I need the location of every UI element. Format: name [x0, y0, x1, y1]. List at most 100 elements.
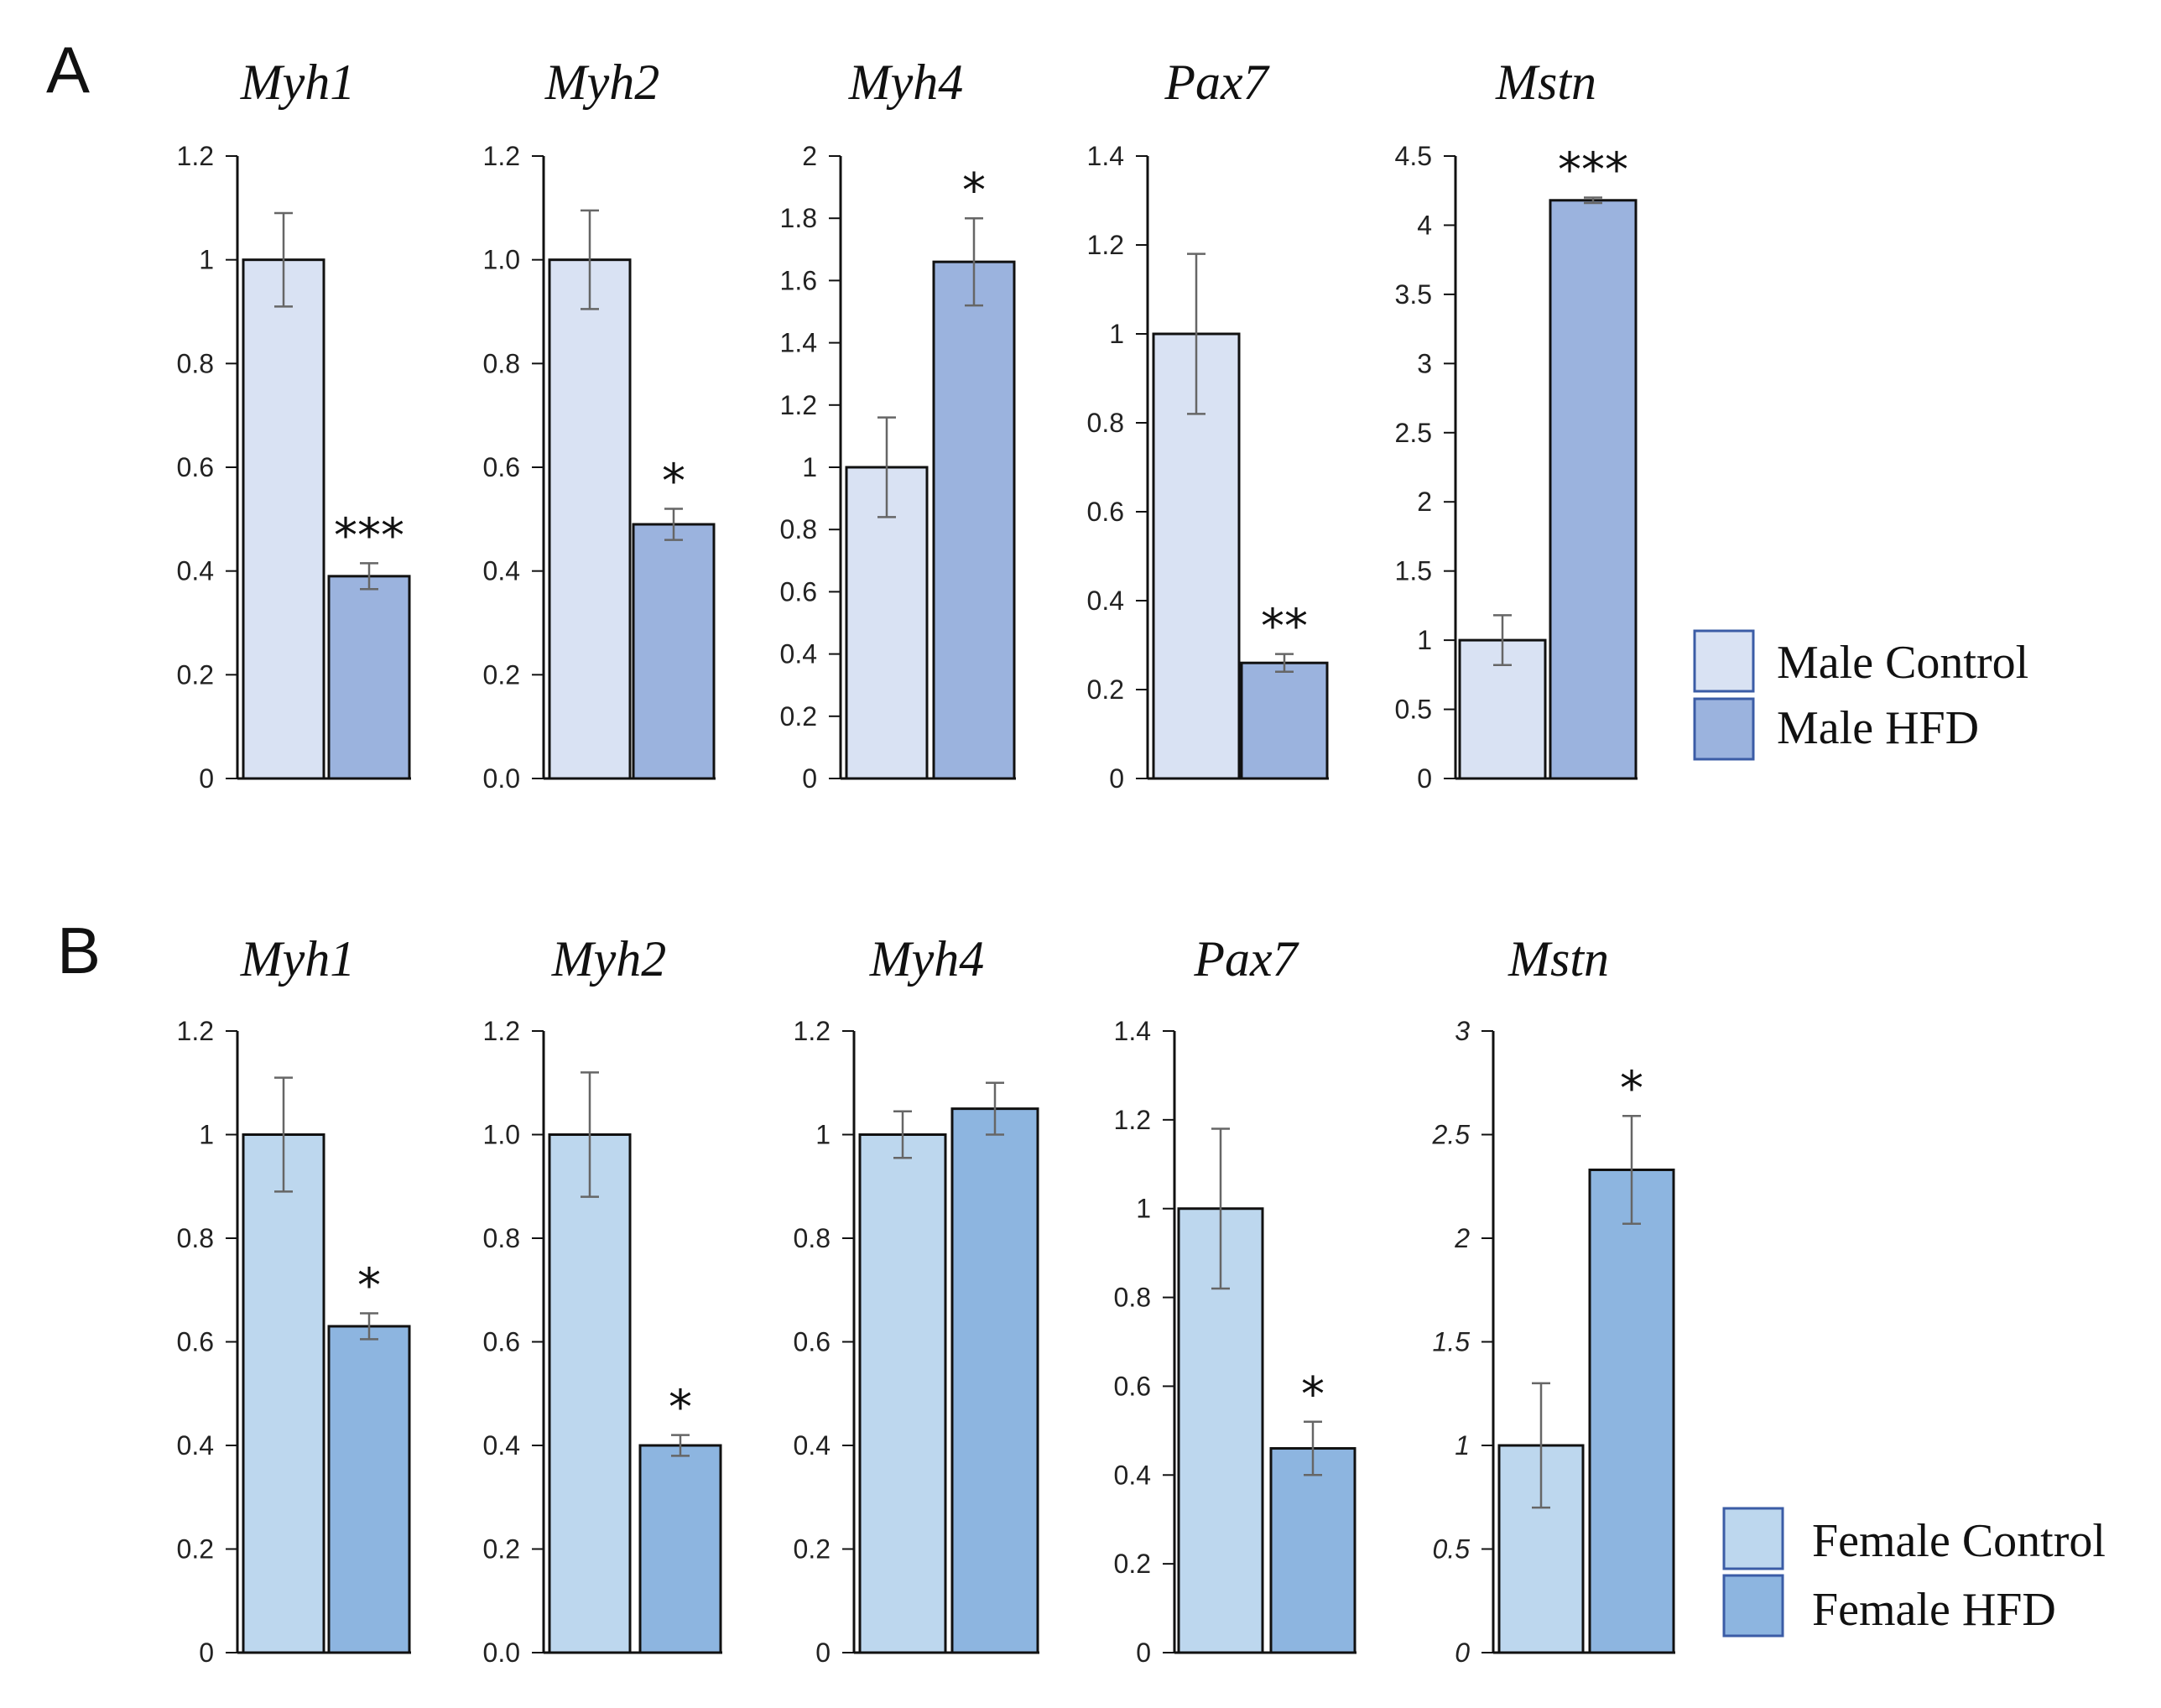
chart-title: Pax7	[1164, 55, 1270, 110]
legend-b: Female Control Female HFD	[1722, 1507, 2106, 1638]
significance-marker: *	[662, 454, 685, 508]
bar-control	[548, 258, 632, 780]
y-tick-label: 0.4	[483, 556, 520, 586]
chart-title: Myh4	[848, 55, 964, 110]
y-tick-label: 0.8	[483, 348, 520, 378]
y-tick-label: 0	[802, 763, 817, 794]
chart-a-myh1: Myh1 0 0.2 0.4 0.6 0.8 1 1.2 ***	[177, 55, 411, 794]
y-tick-label: 1.5	[1433, 1327, 1471, 1357]
legend-swatch-male-hfd	[1693, 697, 1755, 761]
chart-a-myh4: Myh4 0 0.2 0.4 0.6 0.8 1 1.2 1.4 1.6 1.8 2 *	[780, 55, 1016, 794]
y-tick-label: 1.2	[483, 1016, 520, 1046]
y-tick-label: 0.6	[177, 1327, 214, 1357]
y-tick-label: 2.5	[1395, 418, 1432, 448]
y-tick-label: 0.6	[1114, 1371, 1151, 1401]
legend-swatch-female-hfd	[1722, 1574, 1784, 1638]
y-tick-label: 1.2	[780, 390, 817, 420]
bar-hfd	[327, 1325, 411, 1654]
bar-hfd	[1549, 199, 1638, 780]
y-tick-label: 1.2	[1114, 1105, 1151, 1135]
significance-marker: ***	[1558, 143, 1628, 197]
y-tick-label: 0.2	[177, 659, 214, 690]
y-tick-label: 0.2	[483, 659, 520, 690]
y-tick-label: 3	[1417, 348, 1432, 378]
y-tick-label: 0.2	[1114, 1549, 1151, 1579]
charts-layer: Myh100.20.40.60.811.2***Myh20.00.20.40.6…	[177, 55, 1675, 1668]
chart-title: Mstn	[1495, 55, 1596, 110]
chart-title: Myh1	[240, 931, 356, 987]
y-tick-label: 1	[1109, 319, 1124, 349]
significance-marker: *	[669, 1381, 692, 1435]
y-tick-label: 0.4	[177, 556, 214, 586]
y-tick-label: 0	[199, 1638, 214, 1668]
panel-letter-b: B	[57, 914, 101, 987]
y-tick-label: 0.4	[780, 639, 817, 669]
y-tick-label: 1	[1417, 625, 1432, 655]
y-tick-label: 0.2	[483, 1534, 520, 1565]
y-tick-label: 0.4	[1114, 1460, 1151, 1490]
significance-marker: *	[1620, 1061, 1643, 1116]
significance-marker: *	[1301, 1367, 1325, 1422]
y-tick-label: 1.8	[780, 203, 817, 233]
y-tick-label: 0.8	[483, 1223, 520, 1253]
y-tick-label: 0.4	[483, 1430, 520, 1461]
chart-b-myh1: Myh1 0 0.2 0.4 0.6 0.8 1 1.2 *	[177, 931, 411, 1668]
y-tick-label: 1	[815, 1120, 831, 1150]
legend-label-female-control: Female Control	[1812, 1515, 2106, 1567]
chart-b-pax7: Pax7 0 0.2 0.4 0.6 0.8 1 1.2 1.4 *	[1114, 931, 1356, 1668]
y-tick-label: 1.4	[1087, 141, 1124, 171]
chart-b-myh4: Myh4 0 0.2 0.4 0.6 0.8 1 1.2	[794, 931, 1039, 1668]
y-tick-label: 2	[1417, 487, 1432, 517]
legend-label-female-hfd: Female HFD	[1812, 1584, 2056, 1636]
chart-title: Myh2	[544, 55, 660, 110]
chart-a-pax7: Pax7 0 0.2 0.4 0.6 0.8 1 1.2 1.4 **	[1087, 55, 1329, 794]
y-tick-label: 0.4	[794, 1430, 831, 1461]
y-tick-label: 0.6	[483, 452, 520, 482]
chart-title: Myh1	[240, 55, 356, 110]
significance-marker: *	[357, 1259, 381, 1314]
legend-label-male-control: Male Control	[1777, 637, 2028, 689]
legend-a: Male Control Male HFD	[1693, 629, 2028, 761]
bar-control	[858, 1133, 947, 1654]
y-tick-label: 0.6	[780, 576, 817, 607]
y-tick-label: 1	[802, 452, 817, 482]
bar-control	[242, 258, 325, 780]
bar-hfd	[950, 1107, 1039, 1654]
y-tick-label: 1.2	[177, 1016, 214, 1046]
y-tick-label: 0.8	[794, 1223, 831, 1253]
y-tick-label: 0.8	[1114, 1283, 1151, 1313]
y-tick-label: 2	[1454, 1223, 1470, 1253]
y-tick-label: 0.6	[1087, 497, 1124, 527]
legend-swatch-female-control	[1722, 1507, 1784, 1570]
y-tick-label: 4.5	[1395, 141, 1432, 171]
legend-swatch-male-control	[1693, 629, 1755, 693]
y-tick-label: 0	[1136, 1638, 1151, 1668]
y-tick-label: 0.8	[780, 514, 817, 544]
y-tick-label: 0.8	[1087, 408, 1124, 438]
bar-hfd	[1588, 1168, 1675, 1654]
y-tick-label: 1.0	[483, 245, 520, 275]
y-tick-label: 1	[1455, 1430, 1470, 1461]
chart-a-mstn: Mstn 0 0.5 1 1.5 2 2.5 3 3.5 4 4.5 ***	[1395, 55, 1638, 794]
y-tick-label: 0.0	[483, 763, 520, 794]
y-tick-label: 1.5	[1395, 556, 1432, 586]
y-tick-label: 1	[199, 245, 214, 275]
y-tick-label: 2.5	[1432, 1120, 1471, 1150]
y-tick-label: 0	[815, 1638, 831, 1668]
y-tick-label: 1.2	[177, 141, 214, 171]
y-tick-label: 1.2	[794, 1016, 831, 1046]
chart-title: Pax7	[1193, 931, 1299, 987]
y-tick-label: 0.0	[483, 1638, 520, 1668]
chart-title: Mstn	[1507, 931, 1609, 987]
y-tick-label: 0	[1417, 763, 1432, 794]
y-tick-label: 0.8	[177, 348, 214, 378]
y-tick-label: 0.6	[177, 452, 214, 482]
bar-hfd	[327, 575, 411, 780]
y-tick-label: 1.2	[483, 141, 520, 171]
y-tick-label: 0.6	[483, 1327, 520, 1357]
y-tick-label: 4	[1417, 210, 1432, 240]
y-tick-label: 2	[802, 141, 817, 171]
y-tick-label: 0	[1109, 763, 1124, 794]
chart-b-myh2: Myh2 0.0 0.2 0.4 0.6 0.8 1.0 1.2 *	[483, 931, 722, 1668]
